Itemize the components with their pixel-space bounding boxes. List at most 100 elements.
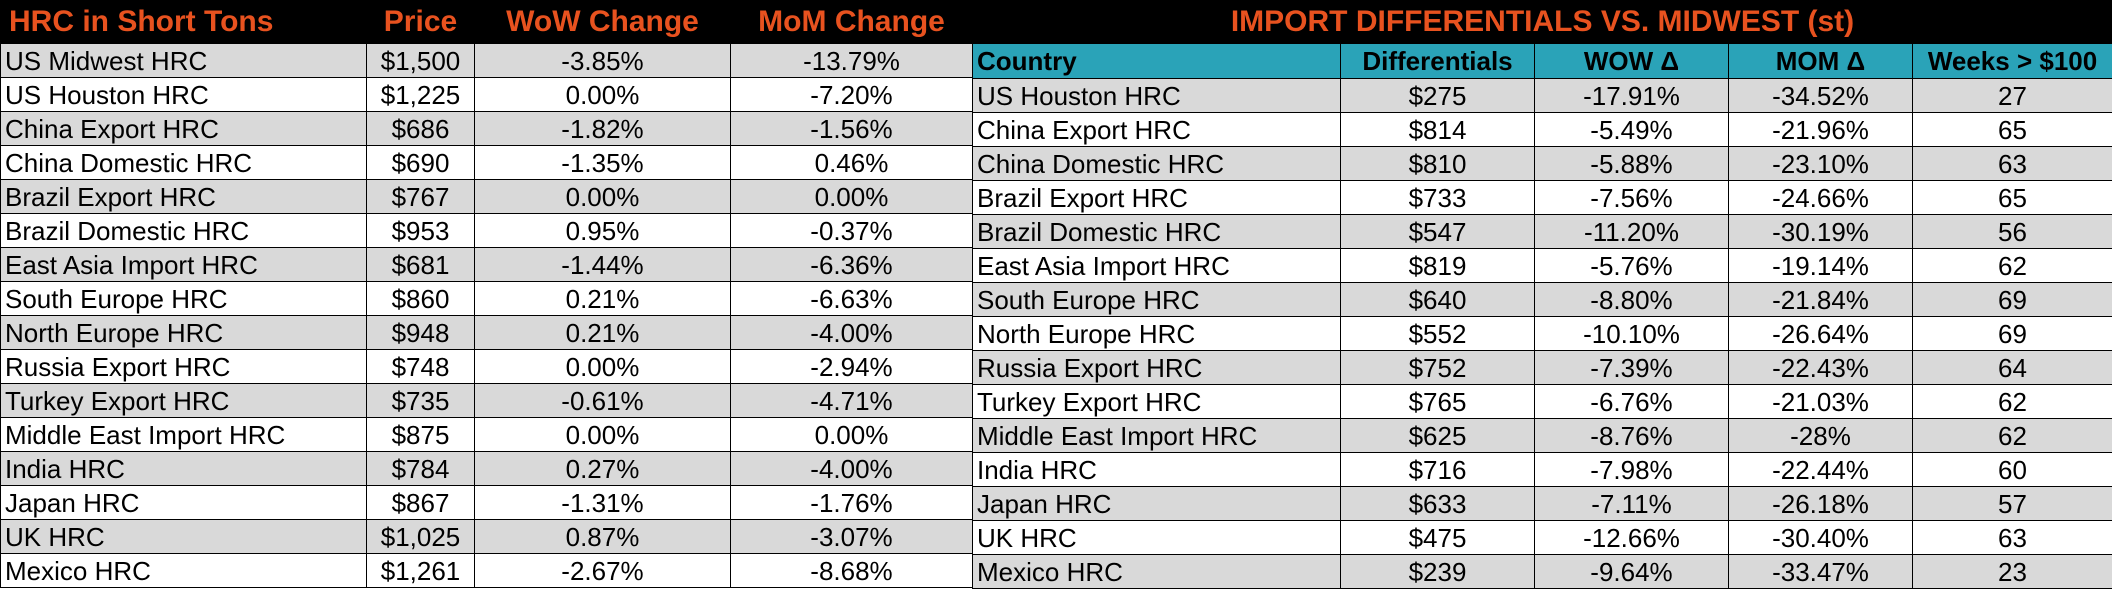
table-row: Middle East Import HRC$625-8.76%-28%62: [973, 419, 2112, 453]
cell-wow-change: 0.95%: [475, 214, 731, 248]
cell-name: Turkey Export HRC: [1, 384, 367, 418]
cell-mom-delta: -28%: [1729, 419, 1913, 453]
cell-name: Brazil Domestic HRC: [1, 214, 367, 248]
cell-wow-change: 0.00%: [475, 78, 731, 112]
cell-price: $784: [367, 452, 475, 486]
cell-country: East Asia Import HRC: [973, 249, 1341, 283]
cell-weeks-over-100: 62: [1913, 385, 2112, 419]
cell-wow-change: -1.31%: [475, 486, 731, 520]
cell-wow-delta: -5.49%: [1535, 113, 1729, 147]
cell-weeks-over-100: 63: [1913, 147, 2112, 181]
import-differentials-table: IMPORT DIFFERENTIALS VS. MIDWEST (st) Co…: [972, 0, 2112, 589]
hrc-price-body: US Midwest HRC$1,500-3.85%-13.79%US Hous…: [1, 44, 973, 588]
cell-mom-change: 0.00%: [731, 418, 973, 452]
cell-mom-delta: -22.44%: [1729, 453, 1913, 487]
cell-mom-change: -3.07%: [731, 520, 973, 554]
cell-mom-change: -0.37%: [731, 214, 973, 248]
cell-mom-change: -13.79%: [731, 44, 973, 78]
table-row: Mexico HRC$1,261-2.67%-8.68%: [1, 554, 973, 588]
cell-wow-change: 0.00%: [475, 180, 731, 214]
cell-mom-delta: -30.40%: [1729, 521, 1913, 555]
cell-weeks-over-100: 69: [1913, 283, 2112, 317]
table-row: China Export HRC$814-5.49%-21.96%65: [973, 113, 2112, 147]
cell-differential: $752: [1341, 351, 1535, 385]
cell-price: $735: [367, 384, 475, 418]
cell-country: Turkey Export HRC: [973, 385, 1341, 419]
cell-price: $1,500: [367, 44, 475, 78]
cell-weeks-over-100: 56: [1913, 215, 2112, 249]
cell-differential: $810: [1341, 147, 1535, 181]
cell-price: $767: [367, 180, 475, 214]
cell-wow-change: -0.61%: [475, 384, 731, 418]
cell-mom-change: -4.00%: [731, 316, 973, 350]
cell-wow-delta: -10.10%: [1535, 317, 1729, 351]
cell-price: $860: [367, 282, 475, 316]
cell-mom-delta: -22.43%: [1729, 351, 1913, 385]
cell-name: India HRC: [1, 452, 367, 486]
cell-mom-change: -7.20%: [731, 78, 973, 112]
cell-wow-change: -1.35%: [475, 146, 731, 180]
cell-name: South Europe HRC: [1, 282, 367, 316]
cell-differential: $765: [1341, 385, 1535, 419]
cell-country: North Europe HRC: [973, 317, 1341, 351]
cell-wow-delta: -7.11%: [1535, 487, 1729, 521]
cell-wow-change: -1.44%: [475, 248, 731, 282]
cell-name: Russia Export HRC: [1, 350, 367, 384]
cell-price: $686: [367, 112, 475, 146]
cell-price: $1,225: [367, 78, 475, 112]
cell-differential: $819: [1341, 249, 1535, 283]
cell-wow-delta: -5.88%: [1535, 147, 1729, 181]
cell-price: $748: [367, 350, 475, 384]
cell-mom-change: -6.63%: [731, 282, 973, 316]
cell-mom-change: 0.00%: [731, 180, 973, 214]
table-row: North Europe HRC$552-10.10%-26.64%69: [973, 317, 2112, 351]
cell-weeks-over-100: 65: [1913, 181, 2112, 215]
hrc-header-price: Price: [367, 1, 475, 44]
cell-mom-delta: -21.03%: [1729, 385, 1913, 419]
cell-country: UK HRC: [973, 521, 1341, 555]
cell-mom-change: -2.94%: [731, 350, 973, 384]
cell-weeks-over-100: 62: [1913, 419, 2112, 453]
cell-mom-delta: -30.19%: [1729, 215, 1913, 249]
cell-name: Brazil Export HRC: [1, 180, 367, 214]
hrc-header-mom: MoM Change: [731, 1, 973, 44]
table-row: Turkey Export HRC$735-0.61%-4.71%: [1, 384, 973, 418]
cell-name: US Midwest HRC: [1, 44, 367, 78]
cell-mom-delta: -24.66%: [1729, 181, 1913, 215]
import-differentials-title-row: IMPORT DIFFERENTIALS VS. MIDWEST (st): [973, 1, 2112, 44]
table-row: Russia Export HRC$752-7.39%-22.43%64: [973, 351, 2112, 385]
cell-wow-change: 0.21%: [475, 316, 731, 350]
cell-differential: $716: [1341, 453, 1535, 487]
cell-mom-change: -8.68%: [731, 554, 973, 588]
diff-header-country: Country: [973, 44, 1341, 79]
cell-mom-delta: -19.14%: [1729, 249, 1913, 283]
cell-weeks-over-100: 65: [1913, 113, 2112, 147]
cell-country: Middle East Import HRC: [973, 419, 1341, 453]
cell-name: UK HRC: [1, 520, 367, 554]
cell-mom-change: -4.71%: [731, 384, 973, 418]
cell-mom-delta: -21.84%: [1729, 283, 1913, 317]
table-row: Mexico HRC$239-9.64%-33.47%23: [973, 555, 2112, 589]
cell-mom-delta: -33.47%: [1729, 555, 1913, 589]
cell-weeks-over-100: 27: [1913, 79, 2112, 113]
hrc-header-wow: WoW Change: [475, 1, 731, 44]
cell-wow-delta: -7.98%: [1535, 453, 1729, 487]
diff-header-mom: MOM Δ: [1729, 44, 1913, 79]
cell-country: South Europe HRC: [973, 283, 1341, 317]
cell-wow-delta: -6.76%: [1535, 385, 1729, 419]
hrc-price-table: HRC in Short Tons Price WoW Change MoM C…: [0, 0, 973, 588]
cell-differential: $814: [1341, 113, 1535, 147]
cell-price: $953: [367, 214, 475, 248]
cell-wow-delta: -12.66%: [1535, 521, 1729, 555]
table-row: UK HRC$475-12.66%-30.40%63: [973, 521, 2112, 555]
table-row: Brazil Domestic HRC$547-11.20%-30.19%56: [973, 215, 2112, 249]
hrc-price-header-row: HRC in Short Tons Price WoW Change MoM C…: [1, 1, 973, 44]
cell-price: $948: [367, 316, 475, 350]
